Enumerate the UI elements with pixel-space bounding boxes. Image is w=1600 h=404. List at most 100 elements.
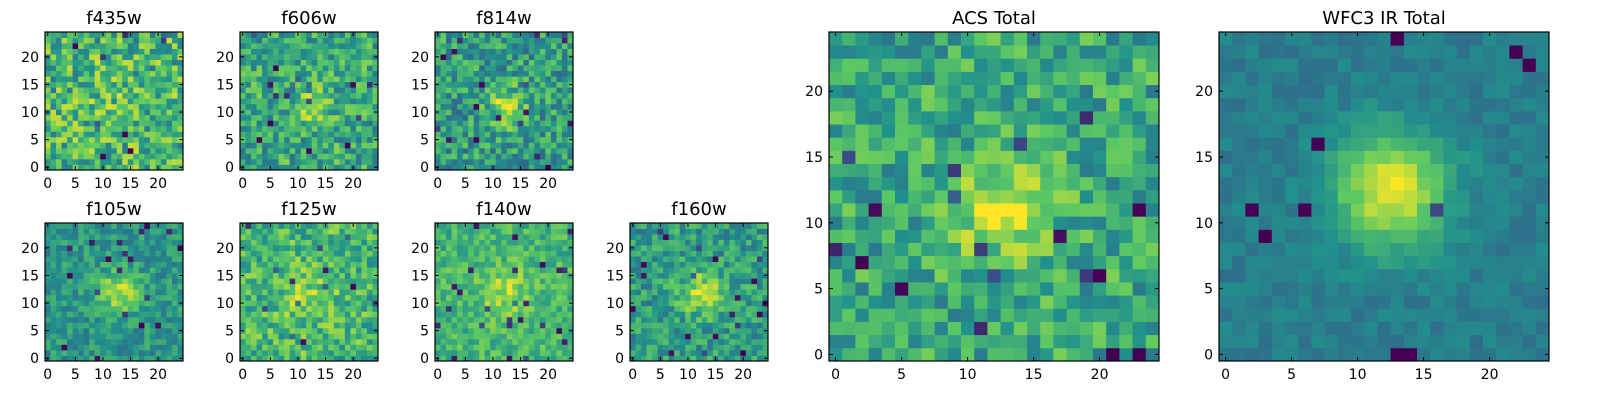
heatmap-cell [1106, 177, 1120, 191]
heatmap-cell [306, 82, 312, 88]
heatmap-cell [452, 126, 458, 132]
heatmap-cell [1133, 229, 1147, 243]
heatmap-cell [84, 120, 90, 126]
heatmap-cell [441, 262, 447, 268]
heatmap-cell [463, 76, 469, 82]
heatmap-cell [636, 311, 642, 317]
heatmap-cell [367, 234, 373, 240]
heatmap-cell [636, 328, 642, 334]
heatmap-cell [740, 273, 746, 279]
heatmap-cell [284, 60, 290, 66]
heatmap-cell [540, 137, 546, 143]
heatmap-cell [1146, 243, 1160, 257]
heatmap-cell [328, 229, 334, 235]
heatmap-cell [523, 350, 529, 356]
heatmap-cell [457, 300, 463, 306]
heatmap-cell [540, 284, 546, 290]
heatmap-cell [339, 120, 345, 126]
heatmap-cell [301, 350, 307, 356]
heatmap-cell [479, 109, 485, 115]
heatmap-cell [161, 229, 167, 235]
heatmap-cell [674, 262, 680, 268]
heatmap-cell [246, 153, 252, 159]
heatmap-cell [67, 278, 73, 284]
heatmap-cell [273, 289, 279, 295]
heatmap-cell [122, 93, 128, 99]
heatmap-cell [155, 284, 161, 290]
heatmap-cell [1133, 308, 1147, 322]
heatmap-cell [540, 120, 546, 126]
heatmap-cell [350, 38, 356, 44]
heatmap-cell [435, 289, 441, 295]
heatmap-cell [702, 328, 708, 334]
heatmap-cell [641, 295, 647, 301]
heatmap-cell [334, 289, 340, 295]
heatmap-cell [139, 289, 145, 295]
heatmap-cell [636, 306, 642, 312]
heatmap-cell [317, 350, 323, 356]
heatmap-cell [855, 269, 869, 283]
heatmap-cell [540, 32, 546, 38]
heatmap-cell [869, 256, 883, 270]
heatmap-cell [290, 60, 296, 66]
heatmap-cell [117, 153, 123, 159]
heatmap-cell [312, 76, 318, 82]
heatmap-cell [474, 32, 480, 38]
heatmap-cell [139, 49, 145, 55]
heatmap-cell [540, 245, 546, 251]
heatmap-cell [636, 289, 642, 295]
heatmap-cell [529, 311, 535, 317]
heatmap-cell [67, 284, 73, 290]
heatmap-cell [540, 317, 546, 323]
heatmap-cell [452, 137, 458, 143]
heatmap-cell [257, 153, 263, 159]
heatmap-cell [641, 245, 647, 251]
heatmap-cell [279, 98, 285, 104]
heatmap-cell [161, 54, 167, 60]
heatmap-cell [67, 256, 73, 262]
heatmap-cell [62, 148, 68, 154]
heatmap-cell [685, 273, 691, 279]
heatmap-cell [257, 142, 263, 148]
heatmap-cell [350, 251, 356, 257]
heatmap-cell [144, 126, 150, 132]
heatmap-cell [869, 229, 883, 243]
heatmap-cell [345, 32, 351, 38]
heatmap-cell [73, 54, 79, 60]
heatmap-cell [658, 306, 664, 312]
heatmap-cell [161, 234, 167, 240]
heatmap-cell [751, 284, 757, 290]
heatmap-cell [1001, 269, 1015, 283]
heatmap-cell [172, 284, 178, 290]
heatmap-cell [1001, 282, 1015, 296]
heatmap-cell [106, 104, 112, 110]
heatmap-cell [757, 273, 763, 279]
heatmap-cell [334, 240, 340, 246]
heatmap-cell [696, 251, 702, 257]
heatmap-cell [144, 137, 150, 143]
heatmap-cell [334, 82, 340, 88]
heatmap-cell [729, 278, 735, 284]
heatmap-cell [496, 93, 502, 99]
heatmap-cell [150, 32, 156, 38]
heatmap-cell [306, 306, 312, 312]
heatmap-cell [1027, 256, 1041, 270]
heatmap-cell [317, 234, 323, 240]
heatmap-cell [95, 344, 101, 350]
heatmap-cell [172, 137, 178, 143]
heatmap-cell [534, 159, 540, 165]
heatmap-cell [457, 71, 463, 77]
heatmap-cell [312, 339, 318, 345]
heatmap-cell [262, 153, 268, 159]
heatmap-cell [144, 339, 150, 345]
heatmap-cell [345, 71, 351, 77]
heatmap-cell [128, 350, 134, 356]
heatmap-cell [312, 251, 318, 257]
heatmap-cell [334, 284, 340, 290]
heatmap-cell [279, 317, 285, 323]
heatmap-cell [663, 240, 669, 246]
heatmap-cell [636, 273, 642, 279]
heatmap-cell [56, 98, 62, 104]
heatmap-cell [652, 333, 658, 339]
heatmap-cell [485, 71, 491, 77]
